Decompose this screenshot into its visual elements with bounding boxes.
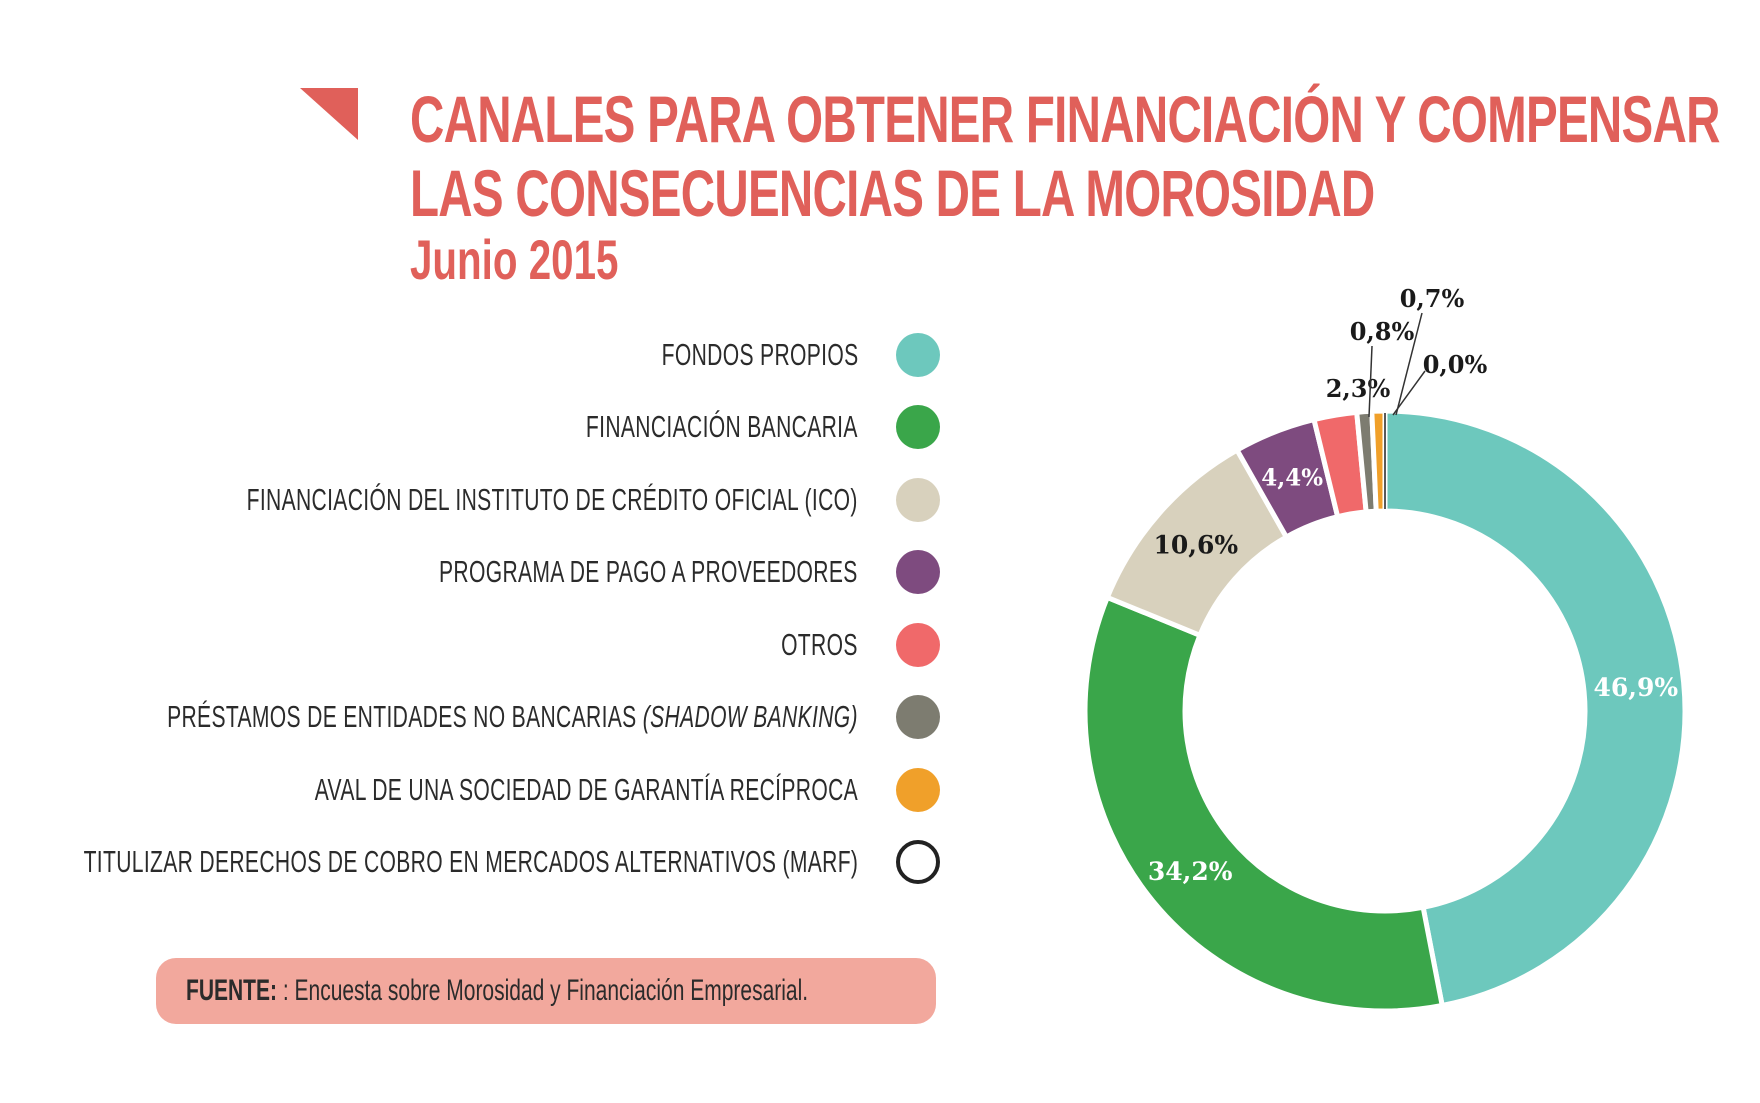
legend-label: PRÉSTAMOS DE ENTIDADES NO BANCARIAS (SHA… — [167, 699, 858, 734]
legend-swatch — [896, 550, 940, 594]
title-triangle-icon — [300, 88, 358, 140]
data-label: 34,2% — [1148, 857, 1233, 886]
legend-label: FONDOS PROPIOS — [661, 337, 858, 372]
legend-item: FONDOS PROPIOS — [569, 330, 940, 380]
legend-item: TITULIZAR DERECHOS DE COBRO EN MERCADOS … — [0, 837, 940, 887]
legend-swatch — [896, 405, 940, 449]
chart-title-line-2: LAS CONSECUENCIAS DE LA MOROSIDAD — [410, 156, 1375, 230]
source-label: FUENTE: — [186, 974, 277, 1007]
legend-item: OTROS — [745, 620, 940, 670]
legend-label: FINANCIACIÓN DEL INSTITUTO DE CRÉDITO OF… — [246, 482, 858, 517]
source-description: : Encuesta sobre Morosidad y Financiació… — [282, 974, 809, 1007]
legend-swatch — [896, 333, 940, 377]
chart-title: CANALES PARA OBTENER FINANCIACIÓN Y COMP… — [410, 82, 1720, 230]
donut-slice — [1082, 594, 1445, 1014]
legend-swatch — [896, 623, 940, 667]
legend-swatch — [896, 768, 940, 812]
data-label: 0,8% — [1350, 317, 1415, 346]
data-label: 10,6% — [1154, 531, 1239, 560]
data-label: 2,3% — [1326, 374, 1391, 403]
data-label: 4,4% — [1261, 465, 1323, 492]
legend-item: FINANCIACIÓN DEL INSTITUTO DE CRÉDITO OF… — [0, 475, 940, 525]
chart-subtitle: Junio 2015 — [410, 228, 619, 291]
chart-title-line-1: CANALES PARA OBTENER FINANCIACIÓN Y COMP… — [410, 82, 1720, 156]
legend-label-italic: (SHADOW BANKING) — [642, 699, 858, 734]
label-leader-line — [1392, 370, 1426, 416]
legend-label: PROGRAMA DE PAGO A PROVEEDORES — [439, 554, 858, 589]
legend-swatch — [896, 840, 940, 884]
donut-slice — [1382, 408, 1688, 1008]
legend-item: AVAL DE UNA SOCIEDAD DE GARANTÍA RECÍPRO… — [59, 765, 940, 815]
legend-swatch — [896, 695, 940, 739]
legend-item: PROGRAMA DE PAGO A PROVEEDORES — [242, 547, 940, 597]
data-label: 0,0% — [1423, 350, 1488, 379]
donut-slice — [1369, 408, 1388, 514]
legend-label: OTROS — [781, 627, 858, 662]
legend-label: AVAL DE UNA SOCIEDAD DE GARANTÍA RECÍPRO… — [314, 772, 858, 807]
legend-label: TITULIZAR DERECHOS DE COBRO EN MERCADOS … — [83, 844, 858, 879]
data-label: 0,7% — [1400, 284, 1465, 313]
legend-swatch — [896, 478, 940, 522]
legend-item: PRÉSTAMOS DE ENTIDADES NO BANCARIAS (SHA… — [0, 692, 940, 742]
source-text: FUENTE: : Encuesta sobre Morosidad y Fin… — [186, 974, 808, 1008]
data-label: 46,9% — [1594, 673, 1679, 702]
label-leader-line — [1368, 345, 1373, 418]
source-box: FUENTE: : Encuesta sobre Morosidad y Fin… — [156, 958, 936, 1024]
legend-label: FINANCIACIÓN BANCARIA — [586, 409, 858, 444]
label-leader-line — [1395, 312, 1423, 416]
legend-item: FINANCIACIÓN BANCARIA — [458, 402, 940, 452]
